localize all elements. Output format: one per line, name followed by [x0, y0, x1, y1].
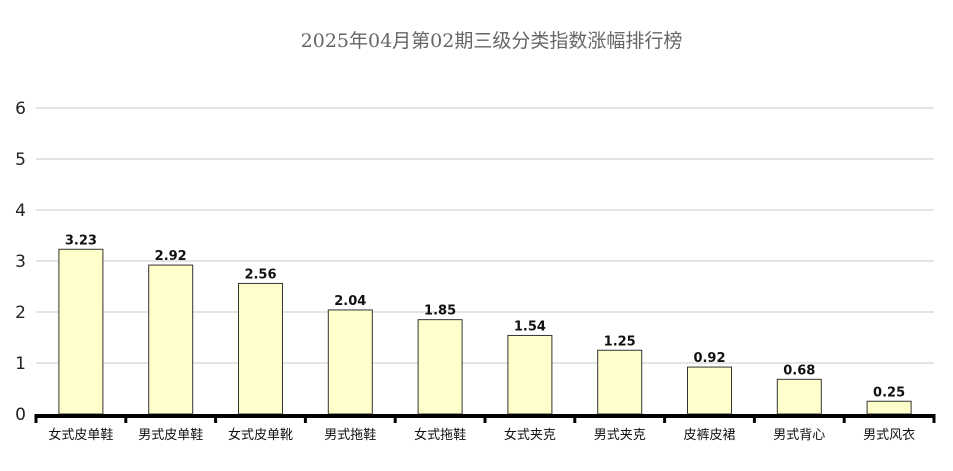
grid-lines [36, 107, 934, 364]
y-tick-label: 3 [15, 252, 26, 272]
bar-2 [148, 264, 194, 415]
y-tick-label: 4 [15, 201, 26, 221]
y-tick-label: 6 [15, 99, 26, 119]
x-axis-tick-labels: 女式皮单鞋 男式皮单鞋 女式皮单靴 男式拖鞋 女式拖鞋 女式夹克 男式夹克 皮裤皮裙 男式背心 男… [48, 427, 915, 443]
x-axis-tick [752, 414, 756, 423]
data-label: 2.92 [155, 249, 187, 264]
x-axis-tick [483, 414, 487, 423]
x-tick-label: 男式风衣 [863, 427, 915, 443]
bar-5 [417, 319, 463, 415]
x-axis-tick [842, 414, 846, 423]
bar-4 [327, 309, 373, 415]
x-axis-tick [393, 414, 397, 423]
y-tick-label: 1 [15, 354, 26, 374]
data-label: 0.68 [783, 363, 815, 378]
data-label: 3.23 [65, 233, 97, 248]
data-label: 0.25 [873, 385, 905, 400]
x-tick-label: 女式拖鞋 [414, 427, 466, 443]
x-tick-label: 女式夹克 [504, 427, 556, 443]
bar-3 [238, 282, 283, 415]
x-axis-tick [214, 414, 218, 423]
x-axis-tick [573, 414, 577, 423]
x-tick-label: 男式夹克 [594, 428, 646, 443]
data-label: 1.85 [424, 304, 456, 319]
bars [58, 248, 912, 415]
chart-title: 2025年04月第02期三级分类指数涨幅排行榜 [300, 30, 683, 52]
x-axis-tick [932, 414, 936, 423]
data-label: 1.54 [514, 319, 546, 334]
bar-6 [507, 334, 553, 415]
x-tick-label: 男式拖鞋 [324, 427, 376, 443]
x-tick-label: 女式皮单鞋 [48, 427, 113, 443]
bar-9 [776, 378, 822, 415]
y-tick-label: 0 [15, 405, 26, 425]
x-axis [34, 414, 936, 423]
bar-7 [597, 349, 643, 415]
x-tick-label: 男式背心 [773, 428, 825, 443]
bar-10 [866, 400, 912, 415]
x-tick-label: 男式皮单鞋 [138, 427, 203, 443]
x-axis-tick [34, 414, 38, 423]
data-label: 1.25 [604, 334, 636, 349]
y-tick-label: 5 [15, 150, 26, 170]
bar-8 [687, 366, 732, 415]
y-tick-label: 2 [15, 303, 26, 323]
data-label: 0.92 [693, 351, 725, 366]
bar-1 [58, 248, 104, 415]
x-tick-label: 皮裤皮裙 [683, 428, 735, 443]
x-axis-tick [663, 414, 667, 423]
data-label: 2.56 [244, 267, 276, 282]
x-axis-tick [124, 414, 128, 423]
data-labels: 3.23 2.92 2.56 2.04 1.85 1.54 1.25 0.92 0.68 0.25 [65, 233, 905, 400]
x-tick-label: 女式皮单靴 [228, 427, 293, 443]
y-axis-tick-labels: 0 1 2 3 4 5 6 [15, 99, 26, 425]
x-axis-tick [303, 414, 307, 423]
data-label: 2.04 [334, 294, 366, 309]
